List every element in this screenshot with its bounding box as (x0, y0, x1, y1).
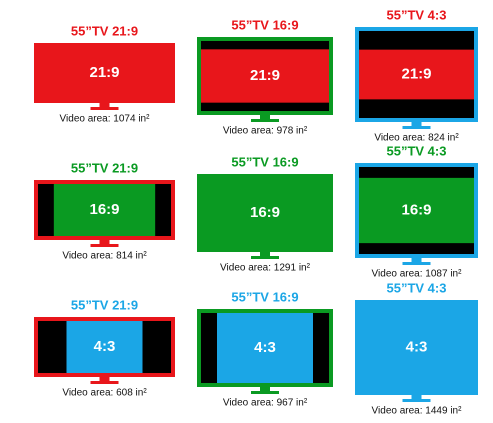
tv-title: 55”TV 16:9 (231, 17, 298, 32)
aspect-label: 21:9 (401, 65, 431, 82)
tv-title: 55”TV 21:9 (71, 23, 138, 38)
video-area: Video area: 608 in² (62, 388, 147, 399)
video-content (38, 47, 171, 99)
aspect-label: 4:3 (406, 338, 428, 355)
aspect-label: 4:3 (254, 339, 276, 356)
tv-stand (260, 115, 270, 119)
video-area: Video area: 1291 in² (220, 263, 311, 274)
tv-stand (411, 395, 422, 399)
tv-stand (411, 122, 422, 126)
tv-base (251, 119, 279, 122)
video-area: Video area: 978 in² (223, 126, 308, 137)
tv-title: 55”TV 4:3 (387, 280, 447, 295)
video-content (359, 304, 474, 391)
video-area: Video area: 1449 in² (372, 406, 463, 417)
tv-base (90, 244, 119, 247)
tv-stand (411, 258, 422, 262)
aspect-label: 21:9 (250, 67, 280, 84)
video-area: Video area: 967 in² (223, 398, 308, 409)
tv-title: 55”TV 21:9 (71, 297, 138, 312)
tv-stand (99, 240, 110, 244)
tv-title: 55”TV 16:9 (231, 289, 298, 304)
tv-base (90, 107, 119, 110)
video-area: Video area: 1087 in² (372, 269, 463, 280)
aspect-label: 4:3 (94, 338, 116, 355)
tv-base (90, 381, 119, 384)
tv-base (251, 391, 279, 394)
tv-stand (99, 377, 110, 381)
video-content (217, 313, 313, 383)
tv-base (251, 256, 279, 259)
video-content (201, 178, 329, 248)
video-content (359, 49, 474, 100)
aspect-label: 16:9 (89, 201, 119, 218)
tv-stand (260, 252, 270, 256)
video-content (201, 49, 329, 103)
tv-base (402, 262, 431, 265)
tv-title: 55”TV 4:3 (387, 143, 447, 158)
video-content (359, 177, 474, 244)
aspect-label: 16:9 (401, 201, 431, 218)
tv-title: 55”TV 16:9 (231, 154, 298, 169)
tv-base (402, 126, 431, 129)
tv-stand (99, 103, 110, 107)
tv-title: 55”TV 4:3 (387, 7, 447, 22)
aspect-label: 21:9 (89, 64, 119, 81)
tv-stand (260, 387, 270, 391)
video-area: Video area: 814 in² (62, 251, 147, 262)
aspect-label: 16:9 (250, 204, 280, 221)
video-area: Video area: 1074 in² (60, 114, 151, 125)
video-area: Video area: 824 in² (374, 133, 459, 144)
tv-base (402, 399, 431, 402)
video-content (66, 321, 143, 373)
video-content (53, 184, 156, 236)
tv-title: 55”TV 21:9 (71, 160, 138, 175)
